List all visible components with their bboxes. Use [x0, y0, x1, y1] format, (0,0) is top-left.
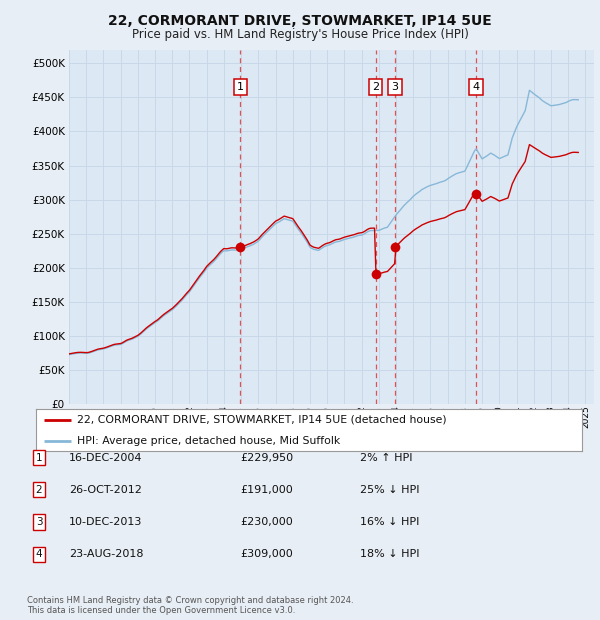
- Text: 2: 2: [35, 485, 43, 495]
- Text: Contains HM Land Registry data © Crown copyright and database right 2024.
This d: Contains HM Land Registry data © Crown c…: [27, 596, 353, 615]
- Text: 23-AUG-2018: 23-AUG-2018: [69, 549, 143, 559]
- Text: 4: 4: [472, 82, 479, 92]
- Text: £309,000: £309,000: [240, 549, 293, 559]
- Text: 18% ↓ HPI: 18% ↓ HPI: [360, 549, 419, 559]
- Text: 2% ↑ HPI: 2% ↑ HPI: [360, 453, 413, 463]
- Text: £191,000: £191,000: [240, 485, 293, 495]
- Text: 3: 3: [392, 82, 398, 92]
- Text: 4: 4: [35, 549, 43, 559]
- Text: 10-DEC-2013: 10-DEC-2013: [69, 517, 142, 527]
- Text: £230,000: £230,000: [240, 517, 293, 527]
- Text: 16% ↓ HPI: 16% ↓ HPI: [360, 517, 419, 527]
- Text: 25% ↓ HPI: 25% ↓ HPI: [360, 485, 419, 495]
- Text: HPI: Average price, detached house, Mid Suffolk: HPI: Average price, detached house, Mid …: [77, 436, 340, 446]
- Text: 1: 1: [237, 82, 244, 92]
- Text: £229,950: £229,950: [240, 453, 293, 463]
- Text: 1: 1: [35, 453, 43, 463]
- Text: 16-DEC-2004: 16-DEC-2004: [69, 453, 143, 463]
- Text: 26-OCT-2012: 26-OCT-2012: [69, 485, 142, 495]
- Text: 3: 3: [35, 517, 43, 527]
- Text: 22, CORMORANT DRIVE, STOWMARKET, IP14 5UE (detached house): 22, CORMORANT DRIVE, STOWMARKET, IP14 5U…: [77, 415, 446, 425]
- Text: Price paid vs. HM Land Registry's House Price Index (HPI): Price paid vs. HM Land Registry's House …: [131, 28, 469, 41]
- Text: 22, CORMORANT DRIVE, STOWMARKET, IP14 5UE: 22, CORMORANT DRIVE, STOWMARKET, IP14 5U…: [108, 14, 492, 28]
- Text: 2: 2: [372, 82, 379, 92]
